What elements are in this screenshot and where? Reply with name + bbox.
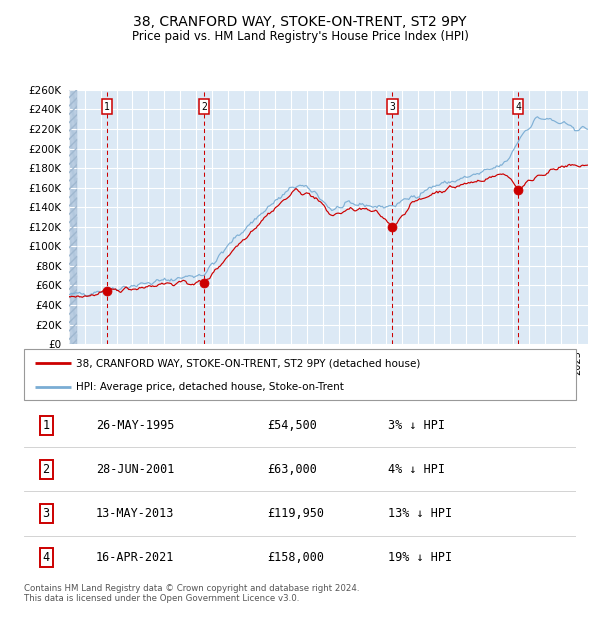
Text: Price paid vs. HM Land Registry's House Price Index (HPI): Price paid vs. HM Land Registry's House … bbox=[131, 30, 469, 43]
Text: 28-JUN-2001: 28-JUN-2001 bbox=[96, 463, 174, 476]
Text: £63,000: £63,000 bbox=[267, 463, 317, 476]
Text: 4: 4 bbox=[515, 102, 521, 112]
Bar bbox=[69, 90, 77, 344]
Text: £119,950: £119,950 bbox=[267, 507, 324, 520]
Text: 3% ↓ HPI: 3% ↓ HPI bbox=[388, 418, 445, 432]
Text: 2: 2 bbox=[43, 463, 50, 476]
FancyBboxPatch shape bbox=[24, 349, 576, 400]
Text: £158,000: £158,000 bbox=[267, 551, 324, 564]
Text: HPI: Average price, detached house, Stoke-on-Trent: HPI: Average price, detached house, Stok… bbox=[76, 382, 344, 392]
Text: 13-MAY-2013: 13-MAY-2013 bbox=[96, 507, 174, 520]
Text: 26-MAY-1995: 26-MAY-1995 bbox=[96, 418, 174, 432]
Text: 1: 1 bbox=[43, 418, 50, 432]
Text: 38, CRANFORD WAY, STOKE-ON-TRENT, ST2 9PY (detached house): 38, CRANFORD WAY, STOKE-ON-TRENT, ST2 9P… bbox=[76, 358, 421, 368]
Text: 3: 3 bbox=[43, 507, 50, 520]
Text: 19% ↓ HPI: 19% ↓ HPI bbox=[388, 551, 452, 564]
Text: £54,500: £54,500 bbox=[267, 418, 317, 432]
Text: 13% ↓ HPI: 13% ↓ HPI bbox=[388, 507, 452, 520]
Text: 3: 3 bbox=[389, 102, 395, 112]
Text: 38, CRANFORD WAY, STOKE-ON-TRENT, ST2 9PY: 38, CRANFORD WAY, STOKE-ON-TRENT, ST2 9P… bbox=[133, 16, 467, 30]
Text: 4: 4 bbox=[43, 551, 50, 564]
Text: 16-APR-2021: 16-APR-2021 bbox=[96, 551, 174, 564]
Text: 2: 2 bbox=[201, 102, 207, 112]
Text: 4% ↓ HPI: 4% ↓ HPI bbox=[388, 463, 445, 476]
Text: 1: 1 bbox=[104, 102, 110, 112]
Text: Contains HM Land Registry data © Crown copyright and database right 2024.
This d: Contains HM Land Registry data © Crown c… bbox=[24, 584, 359, 603]
Bar bbox=[69, 90, 77, 344]
